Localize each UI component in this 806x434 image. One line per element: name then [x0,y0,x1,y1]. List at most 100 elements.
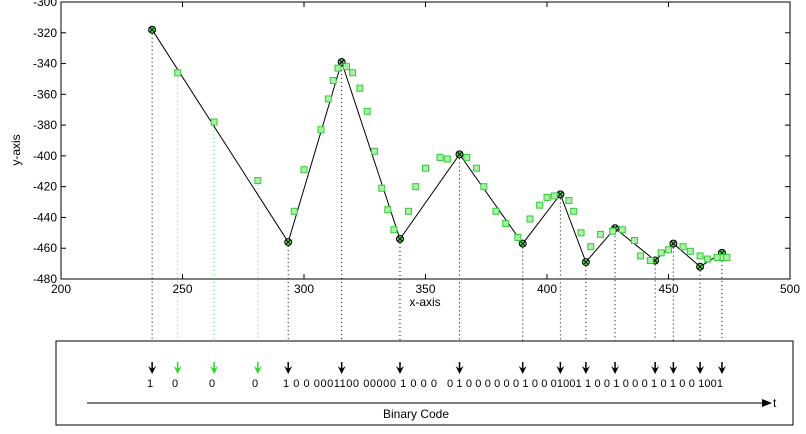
green-point [300,166,308,174]
bit-arrow-head [337,366,346,374]
bit-arrows [148,362,726,374]
binary-code-label: Binary Code [383,407,449,421]
green-point [422,164,429,172]
green-point [174,69,182,77]
plot-area [60,1,791,280]
y-tick-label: -400 [33,149,57,163]
green-point [324,95,332,103]
green-point [686,247,694,255]
main-series-marker [518,239,527,248]
main-series-marker [148,25,157,34]
green-point [390,226,398,234]
marker-cross-b [519,240,526,247]
y-tick-label: -440 [33,210,57,224]
marker-cross-b [456,151,463,158]
green-point [480,183,488,191]
main-series-marker [455,150,464,159]
green-point [356,84,364,92]
bit-arrow-head [717,366,726,374]
y-tick-label: -380 [33,118,57,132]
main-series-marker [669,239,678,248]
y-tick-label: -340 [33,57,57,71]
green-point [290,207,298,215]
x-tick-label: 350 [415,282,435,296]
green-point [317,126,325,134]
green-point [526,215,534,223]
time-axis-arrowhead [762,399,772,407]
green-point [703,255,711,263]
green-series [174,63,731,265]
bit-1: 1 [147,378,153,390]
main-series-marker [556,190,565,199]
bit-arrow-head [210,366,219,374]
green-point [570,207,578,215]
green-point [609,227,617,235]
green-point [536,201,544,209]
green-point [210,118,218,126]
y-tick-label: -480 [33,272,57,286]
main-series [148,25,726,271]
green-point [404,207,412,215]
binary-sequence: 1 0 0 0 1 0 0 0001100 00000 1 0 0 0 0 1 … [147,378,723,390]
x-axis-label: x-axis [409,295,440,309]
green-point [587,243,595,251]
bit-arrow-head [518,366,527,374]
green-point [343,63,351,71]
green-point [378,184,386,192]
marker-cross-b [285,239,292,245]
bit-arrow-head [253,366,262,374]
green-point [543,193,551,201]
main-series-marker [581,258,590,267]
marker-cross-b [583,259,589,265]
green-point [713,253,721,261]
green-point [502,220,510,228]
green-point [363,107,371,115]
bit-arrow-head [455,366,464,374]
marker-cross-b [557,191,564,198]
y-tick-label: -320 [33,26,57,40]
bit-arrow-head [556,366,565,374]
green-point [657,249,665,257]
green-point [443,155,451,163]
y-tick-label: -420 [33,180,57,194]
green-point [646,257,654,265]
green-point [412,183,420,191]
green-dotted-guides [177,72,259,362]
bit-3: 0 [209,378,215,390]
green-point [723,253,731,261]
green-point [665,246,672,254]
green-point [596,230,604,238]
bit-arrow-head [395,366,404,374]
x-tick-label: 500 [780,282,800,296]
green-point [436,153,444,161]
green-point [473,164,481,172]
bit-arrow-head [651,366,660,374]
main-series-marker [696,262,705,271]
green-point [334,64,342,72]
green-point [514,233,522,241]
bit-arrow-head [611,366,620,374]
bit-arrow-head [148,366,157,374]
x-tick-label: 200 [51,282,71,296]
green-point [630,237,638,245]
green-point [329,76,337,84]
x-tick-label: 400 [537,282,557,296]
main-series-marker [284,238,293,247]
bit-arrow-head [696,366,705,374]
bit-arrow-head [581,366,590,374]
time-axis-label: t [773,396,777,410]
bit-arrow-head [173,366,182,374]
green-point [463,153,471,161]
plot-frame [60,1,791,280]
x-tick-label: 300 [294,282,314,296]
binary-code-box [55,340,794,426]
marker-cross-b [338,59,345,65]
green-point [679,243,687,251]
green-point [492,207,500,215]
green-point [349,69,357,77]
bit-4: 0 [252,378,258,390]
green-point [618,226,626,234]
axis-ticks: 200 250 300 350 400 450 500 -300 -320 -340 -360 -38… [33,0,800,296]
green-point [577,229,585,237]
